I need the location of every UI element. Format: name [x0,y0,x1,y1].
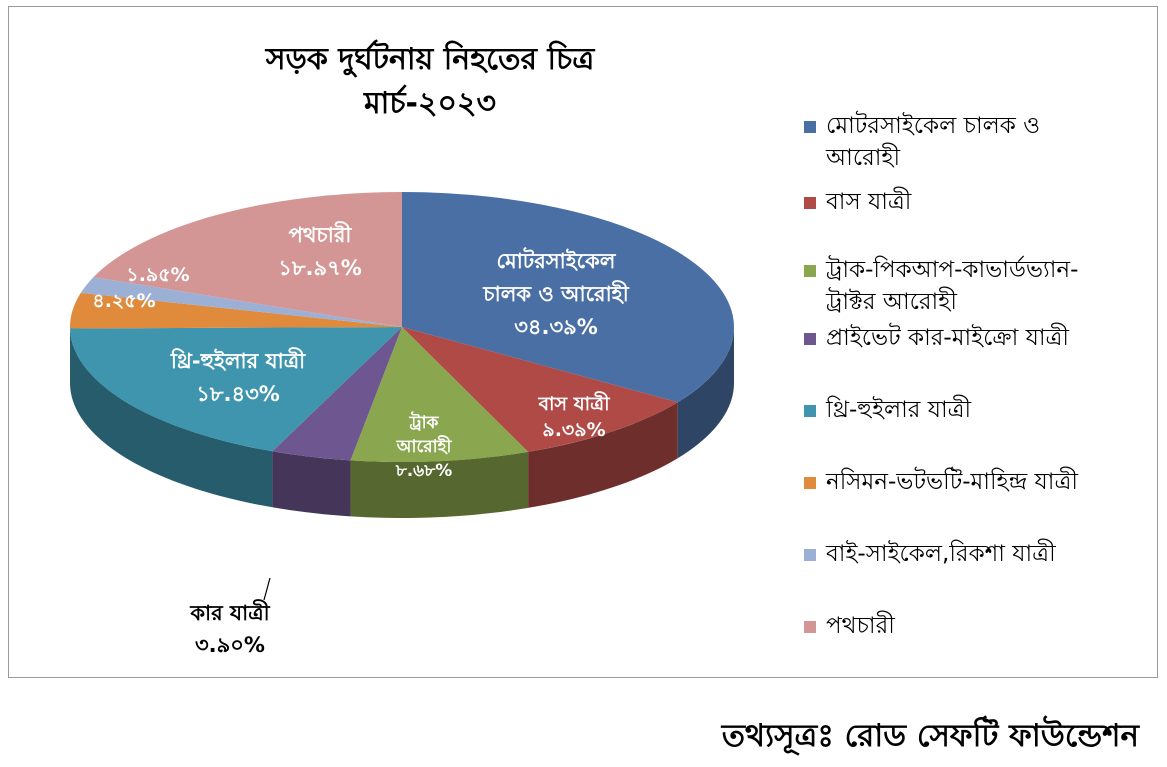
legend-swatch [804,621,816,633]
slice-4-data-label: কার যাত্রী ৩.৯০% [189,599,270,657]
slice-6-data-label: ৪.২৫% [92,290,155,312]
legend-label: প্রাইভেট কার-মাইক্রো যাত্রী [826,322,1146,354]
legend-swatch [804,265,816,277]
slice-3-data-label-line: আরোহী [396,435,453,457]
slice-7-data-label: ১.৯৫% [126,264,189,286]
slice-5-data-label-line: থ্রি-হুইলার যাত্রী [170,347,306,373]
slice-3-data-label-line: ৮.৬৮% [395,461,453,481]
source-note: তথ্যসূত্রঃ রোড সেফটি ফাউন্ডেশন [721,718,1139,754]
chart-title: সড়ক দুর্ঘটনায় নিহতের চিত্র মার্চ-২০২৩ [230,38,630,126]
slice-4-leader-line [263,577,271,601]
chart-title-line-1: সড়ক দুর্ঘটনায় নিহতের চিত্র [265,42,595,77]
slice-6-data-label-line: ৪.২৫% [92,290,155,312]
slice-8-top [93,192,403,327]
pie-top [69,192,734,462]
slice-5-top [70,327,403,452]
slice-8-data-label: পথচারী ১৮.৯৭% [278,221,362,280]
legend-label-line: বাই-সাইকেল,রিকশা যাত্রী [826,541,1056,567]
legend-label-line: ট্রাক-পিকআপ-কাভার্ডভ্যান- [826,257,1079,283]
slice-2-data-label-line: বাস যাত্রী [537,391,611,415]
legend-swatch [804,197,816,209]
slice-4-top [272,327,402,461]
legend-label-line: ট্রাক্টর আরোহী [826,289,957,315]
slice-7-data-label-line: ১.৯৫% [126,264,189,286]
slice-5-data-label-line: ১৮.৪৩% [196,382,280,406]
slice-8-data-label-line: ১৮.৯৭% [278,256,362,280]
legend-label: ট্রাক-পিকআপ-কাভার্ডভ্যান- ট্রাক্টর আরোহী [826,254,1146,318]
slice-4-data-label-line: কার যাত্রী [189,599,270,625]
slice-2-data-label-line: ৯.৩৯% [542,419,605,441]
legend-label-line: মোটরসাইকেল চালক ও [826,113,1041,139]
legend-swatch [804,121,816,133]
legend-label: বাই-সাইকেল,রিকশা যাত্রী [826,538,1146,570]
slice-1-data-label-line: ৩৪.৩৯% [514,315,598,339]
legend-label: নসিমন-ভটভটি-মাহিন্দ্র যাত্রী [826,466,1146,498]
slice-3-data-label: ট্রাক আরোহী ৮.৬৮% [395,411,453,481]
slice-1-data-label-line: মোটরসাইকেল [497,247,617,273]
legend-swatch [804,549,816,561]
slice-1-data-label: মোটরসাইকেল চালক ও আরোহী ৩৪.৩৯% [482,247,629,339]
slice-1-data-label-line: চালক ও আরোহী [482,280,629,306]
pie-sides [70,327,734,518]
legend-swatch [804,333,816,345]
legend-label-line: নসিমন-ভটভটি-মাহিন্দ্র যাত্রী [826,469,1078,495]
legend-label-line: পথচারী [826,613,895,639]
legend-label-line: প্রাইভেট কার-মাইক্রো যাত্রী [826,325,1069,351]
slice-7-top [80,277,402,327]
slice-3-data-label-line: ট্রাক [409,411,440,433]
pie-data-labels: মোটরসাইকেল চালক ও আরোহী ৩৪.৩৯% বাস যাত্রী ৯.… [92,221,629,657]
legend-swatch [804,405,816,417]
legend-label-line: থ্রি-হুইলার যাত্রী [826,397,972,423]
slice-8-data-label-line: পথচারী [289,221,353,247]
slice-1-side [677,327,734,459]
slice-5-side [70,328,273,508]
slice-2-top [402,327,678,452]
slice-1-top [402,192,734,403]
slice-4-data-label-line: ৩.৯০% [195,633,265,657]
slice-2-side [528,402,678,508]
chart-title-line-2: মার্চ-২০২৩ [363,86,497,121]
legend-label: বাস যাত্রী [826,186,1146,218]
legend-label-line: বাস যাত্রী [826,189,912,215]
slice-3-top [350,327,529,462]
legend-label: থ্রি-হুইলার যাত্রী [826,394,1146,426]
legend-label-line: আরোহী [826,145,901,171]
legend-swatch [804,477,816,489]
slice-4-side [272,451,351,517]
legend-label: মোটরসাইকেল চালক ও আরোহী [826,110,1146,174]
slice-3-side [350,451,529,518]
legend-label: পথচারী [826,610,1146,642]
slice-2-data-label: বাস যাত্রী ৯.৩৯% [537,391,611,441]
slice-5-data-label: থ্রি-হুইলার যাত্রী ১৮.৪৩% [170,347,306,406]
slice-6-top [69,292,402,329]
